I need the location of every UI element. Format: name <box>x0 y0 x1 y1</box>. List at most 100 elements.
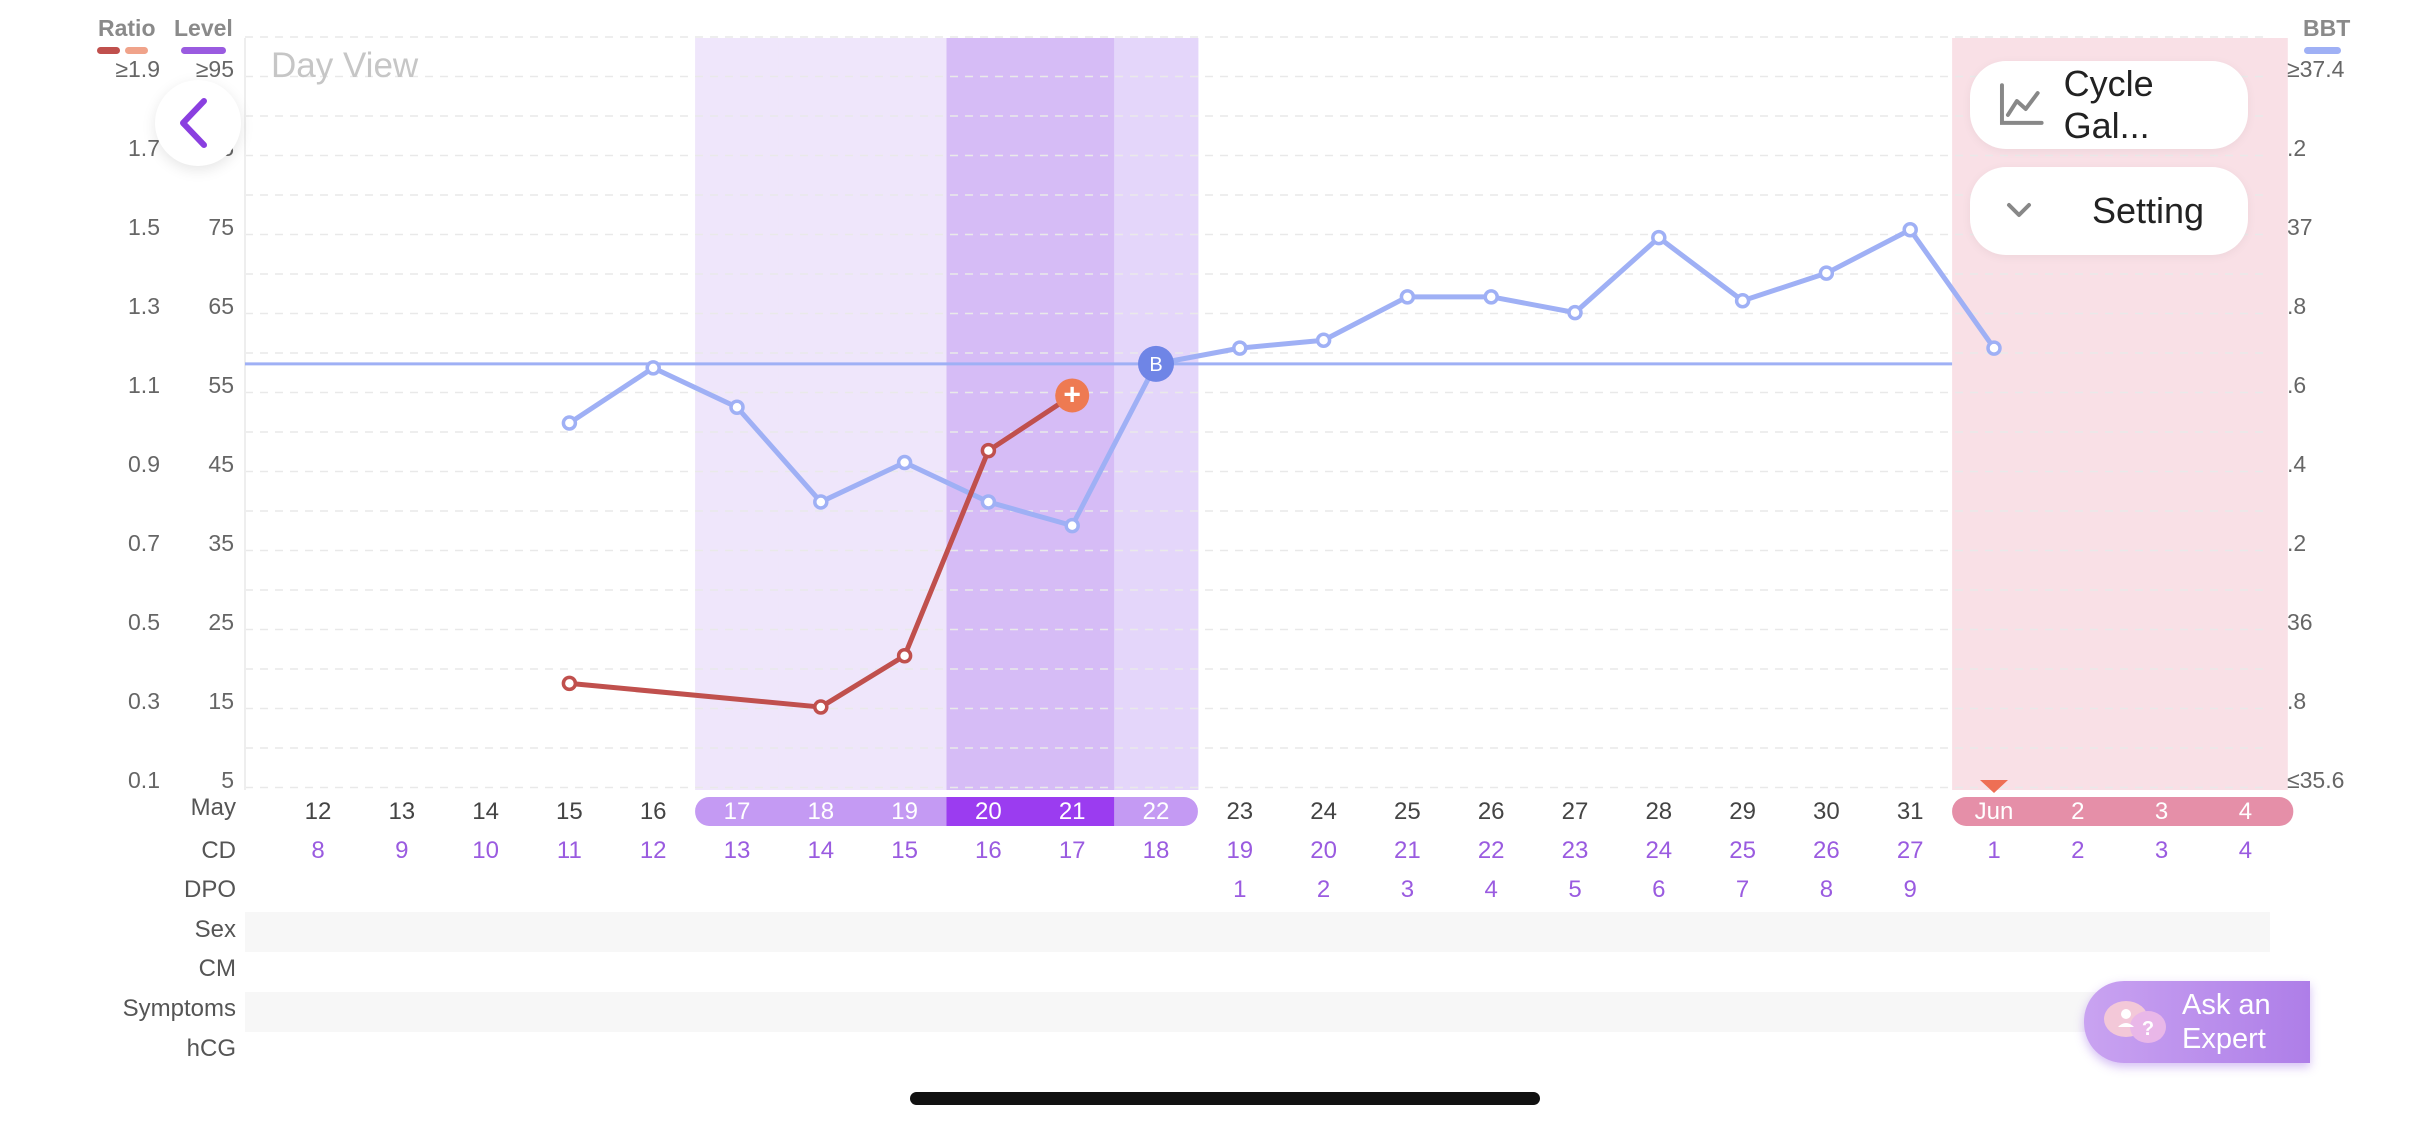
date-cell[interactable]: 16 <box>639 798 667 825</box>
ratio-legend-swatch-2 <box>125 47 148 54</box>
bbt-axis-tick: ≤35.6 <box>2287 767 2345 793</box>
page-title: Day View <box>271 46 419 85</box>
cd-cell: 11 <box>556 837 582 864</box>
level-legend-swatch <box>181 47 226 54</box>
date-cell[interactable]: 30 <box>1813 798 1840 825</box>
sex-row[interactable] <box>245 912 2270 952</box>
date-cell[interactable]: 24 <box>1310 798 1337 825</box>
cd-cell: 24 <box>1645 837 1673 864</box>
period-band <box>2035 38 2121 790</box>
cd-row-label: CD <box>201 837 236 864</box>
cd-cell: 4 <box>2238 837 2253 864</box>
date-cell[interactable]: 12 <box>304 798 332 825</box>
date-cell[interactable]: Jun <box>1974 798 2014 825</box>
fertile-band <box>1114 38 1199 790</box>
date-cell[interactable]: 20 <box>975 798 1002 825</box>
cd-cell: 26 <box>1813 837 1840 864</box>
bbt-point <box>1818 265 1835 281</box>
bbt-point <box>729 399 745 416</box>
dpo-cell: 9 <box>1903 876 1917 903</box>
bbt-axis-tick: .6 <box>2287 372 2307 398</box>
cd-cell: 3 <box>2154 837 2169 864</box>
date-pills <box>695 780 2294 826</box>
date-cell[interactable]: 27 <box>1561 798 1589 825</box>
date-cell[interactable]: 15 <box>556 798 583 825</box>
cd-cell: 22 <box>1477 837 1505 864</box>
cd-cell: 19 <box>1226 837 1254 864</box>
level-legend-label: Level <box>174 15 233 41</box>
date-cell[interactable]: 23 <box>1226 798 1254 825</box>
date-cell[interactable]: 14 <box>472 798 499 825</box>
cd-cell: 10 <box>472 837 499 864</box>
sex-row-label: Sex <box>194 916 236 943</box>
dpo-cell: 3 <box>1400 876 1415 903</box>
ratio-point <box>980 442 997 459</box>
cd-cell: 16 <box>975 837 1002 864</box>
ratio-legend-swatch <box>97 47 120 54</box>
ratio-axis-tick: 1.7 <box>128 135 160 161</box>
peak-date-pill <box>946 797 1115 826</box>
dpo-cell: 1 <box>1233 876 1247 903</box>
bbt-line <box>568 227 1997 529</box>
level-axis-tick: 15 <box>208 688 234 714</box>
setting-button[interactable]: Setting <box>1970 167 2248 255</box>
period-band <box>1952 38 2037 790</box>
bbt-axis-tick: .4 <box>2287 451 2307 477</box>
ratio-axis-tick: 0.5 <box>128 609 160 635</box>
bbt-point <box>896 454 913 471</box>
level-axis-tick: 65 <box>208 293 234 319</box>
period-date-pill <box>1952 797 2294 826</box>
ratio-axis-tick: 0.9 <box>128 451 160 477</box>
cd-cell: 9 <box>395 837 409 864</box>
line-chart-icon <box>1999 83 2044 125</box>
bbt-point <box>980 494 997 510</box>
date-cell[interactable]: 4 <box>2238 798 2253 825</box>
date-cell[interactable]: 13 <box>388 798 416 825</box>
dpo-cell: 8 <box>1819 876 1834 903</box>
bbt-point <box>1567 304 1583 321</box>
bbt-axis-tick: .8 <box>2287 293 2307 319</box>
ratio-axis-tick: 1.5 <box>128 214 160 240</box>
cycle-gallery-button[interactable]: Cycle Gal... <box>1970 61 2248 149</box>
date-cell[interactable]: 25 <box>1394 798 1421 825</box>
date-cell[interactable]: 19 <box>891 798 918 825</box>
bbt-axis-tick: .2 <box>2287 530 2307 556</box>
ratio-axis-tick: 0.1 <box>128 767 160 793</box>
fertile-band <box>778 38 864 790</box>
date-cell[interactable]: 21 <box>1058 798 1086 825</box>
b-marker <box>1138 345 1174 382</box>
level-axis-tick: ≥95 <box>195 56 234 82</box>
ask-expert-button[interactable]: ? Ask an Expert <box>2084 981 2310 1063</box>
date-cell[interactable]: 26 <box>1477 798 1505 825</box>
date-cell[interactable]: 3 <box>2154 798 2169 825</box>
dpo-cell: 5 <box>1568 876 1582 903</box>
bbt-point <box>1232 340 1248 356</box>
date-cell[interactable]: 18 <box>807 798 835 825</box>
cd-cell: 18 <box>1142 837 1170 864</box>
cycle-gallery-label: Cycle Gal... <box>2063 63 2154 146</box>
cd-cell: 8 <box>311 837 325 864</box>
level-axis-tick: 45 <box>208 451 234 477</box>
level-axis-tick: 5 <box>221 767 234 793</box>
cd-cell: 13 <box>723 837 751 864</box>
back-button[interactable] <box>155 80 241 166</box>
date-cell[interactable]: 29 <box>1729 798 1756 825</box>
symptoms-row[interactable] <box>245 992 2270 1032</box>
ratio-point <box>813 699 829 715</box>
setting-label: Setting <box>2092 190 2205 231</box>
date-cell[interactable]: 22 <box>1142 798 1170 825</box>
plus-marker-label: + <box>1063 378 1081 411</box>
cd-cell: 27 <box>1896 837 1924 864</box>
date-cell[interactable]: 31 <box>1896 798 1924 825</box>
bbt-axis-tick: .2 <box>2287 135 2307 161</box>
hcg-row-label: hCG <box>186 1035 236 1062</box>
date-cell[interactable]: 2 <box>2071 798 2085 825</box>
cd-cell: 20 <box>1310 837 1337 864</box>
date-cell[interactable]: 28 <box>1645 798 1673 825</box>
cd-cell: 2 <box>2071 837 2085 864</box>
bbt-point <box>1734 293 1751 309</box>
date-cell[interactable]: 17 <box>723 798 751 825</box>
chat-bubbles-icon: ? <box>2104 1001 2166 1043</box>
level-axis-tick: 75 <box>208 214 234 240</box>
ask-expert-label-2: Expert <box>2182 1023 2266 1055</box>
